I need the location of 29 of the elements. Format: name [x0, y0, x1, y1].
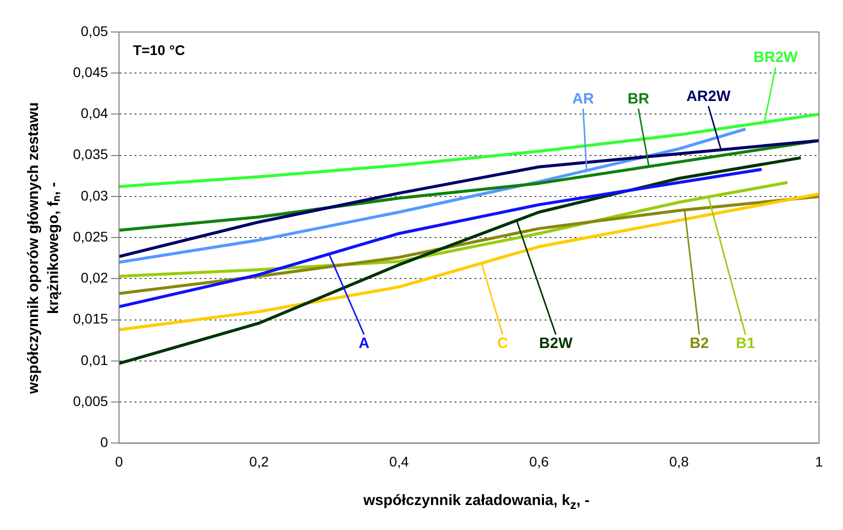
x-tick-label: 0,6 [529, 453, 549, 470]
y-tick-label: 0 [100, 434, 108, 450]
y-tick-label: 0,05 [80, 22, 108, 39]
y-tick-label: 0,025 [72, 228, 108, 244]
y-tick-label: 0,04 [80, 105, 108, 122]
y-axis-title: współczynnik oporów głównych zestawu krążnikowego, fₙ, - [24, 101, 63, 396]
text: AR [572, 90, 594, 108]
annotation: T=10 °C [133, 42, 185, 58]
x-tick-label: 0,8 [669, 453, 689, 470]
text: A [358, 335, 370, 352]
y-tick-label: 0,045 [72, 64, 108, 80]
text: B2W [539, 335, 574, 352]
y-tick-label: 0,02 [80, 270, 108, 286]
y-tick-label: 0,015 [72, 310, 108, 327]
x-tick-label: 1 [815, 453, 824, 470]
x-tick-label: 0 [115, 453, 124, 470]
x-tick-label: 0,4 [389, 453, 409, 470]
text: B2 [690, 335, 709, 352]
x-axis-title: współczynnik załadowania, k$_{z}$, - [362, 492, 591, 512]
text: BR [628, 90, 650, 108]
y-tick-label: 0,005 [72, 392, 108, 409]
text: BR2W [754, 49, 799, 66]
text: AR2W [686, 88, 732, 105]
y-tick-label: 0,035 [72, 146, 108, 162]
x-tick-label: 0,2 [249, 453, 269, 470]
y-tick-label: 0,01 [80, 352, 108, 368]
text: B1 [736, 335, 756, 352]
text: C [497, 335, 508, 352]
y-tick-label: 0,03 [80, 187, 108, 204]
